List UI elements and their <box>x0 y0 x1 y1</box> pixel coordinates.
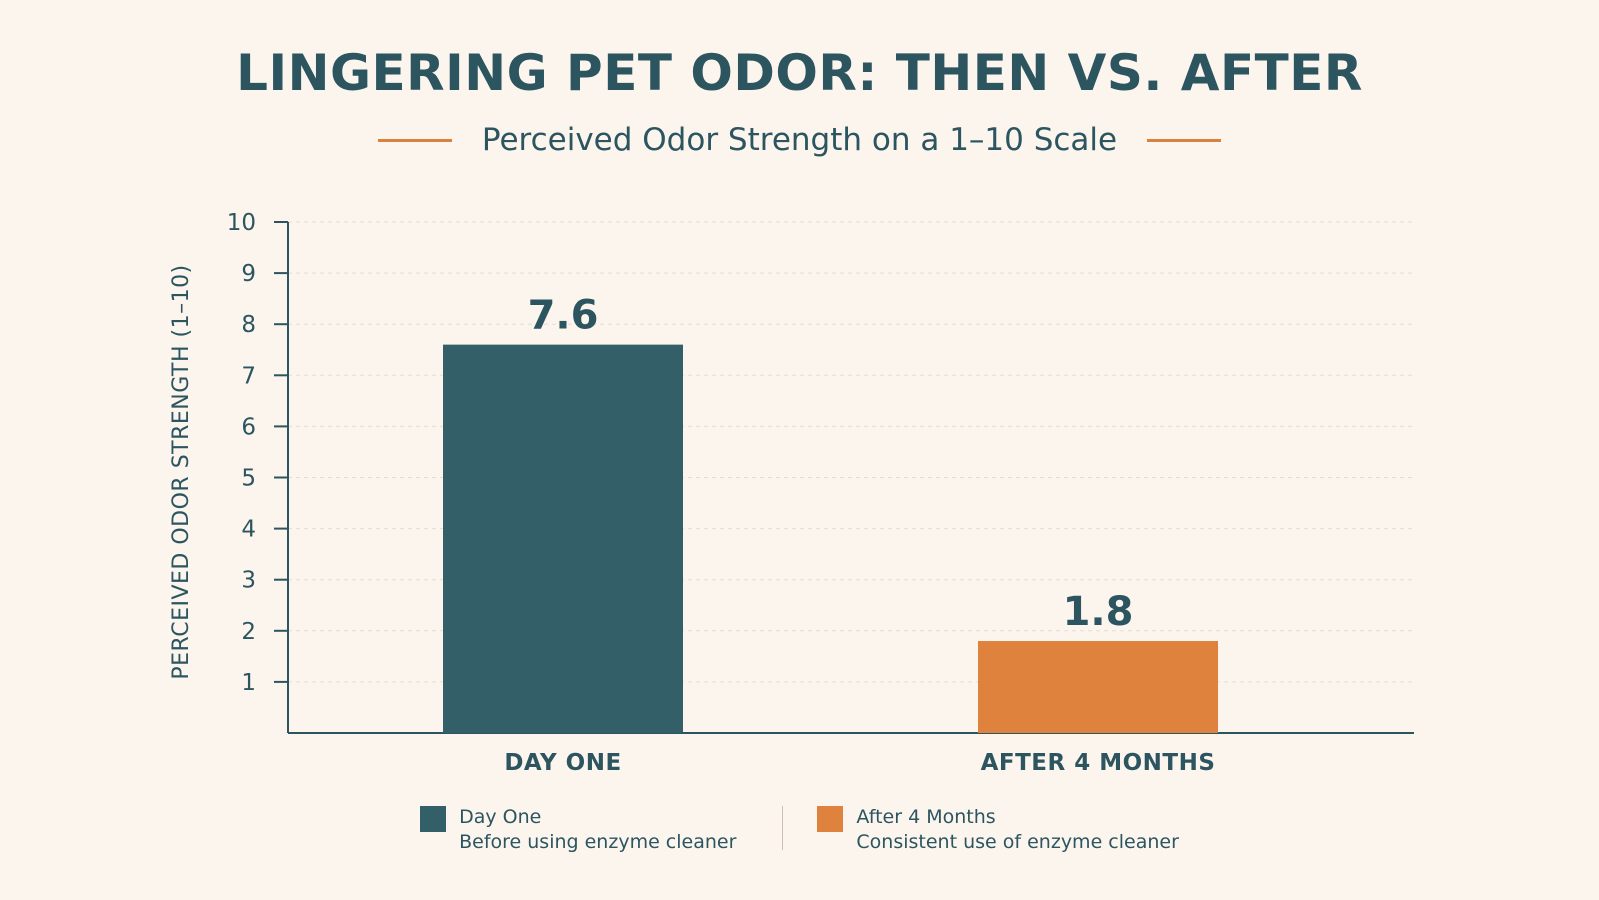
legend-name-day-one: Day One <box>459 806 542 828</box>
subtitle-row: Perceived Odor Strength on a 1–10 Scale <box>0 122 1599 158</box>
y-tick-label-4: 4 <box>241 517 256 543</box>
legend-swatch-day-one <box>420 806 447 832</box>
y-tick-label-5: 5 <box>241 466 256 492</box>
y-tick-label-9: 9 <box>241 261 256 287</box>
y-axis-label: PERCEIVED ODOR STRENGTH (1–10) <box>169 264 194 679</box>
bar-day-one <box>443 344 683 733</box>
legend: Day One Before using enzyme cleaner Afte… <box>0 804 1599 854</box>
legend-swatch-after-4-months <box>817 806 844 832</box>
y-tick-label-6: 6 <box>241 414 256 440</box>
y-tick-label-10: 10 <box>227 210 256 236</box>
bar-after-4-months <box>978 641 1218 733</box>
bars <box>443 344 1218 733</box>
legend-desc-day-one: Before using enzyme cleaner <box>459 831 737 853</box>
x-tick-label-after-4-months: AFTER 4 MONTHS <box>981 750 1216 776</box>
bar-chart: 1 2 3 4 5 6 7 8 9 10 PERCEIVED ODOR STRENGTH (1–10… <box>169 210 1414 776</box>
y-tick-label-3: 3 <box>241 568 256 594</box>
chart-title: LINGERING PET ODOR: THEN VS. AFTER <box>236 44 1363 102</box>
bar-value-label-after-4-months: 1.8 <box>1063 589 1134 635</box>
subtitle-rule-right <box>1147 138 1222 142</box>
legend-name-after-4-months: After 4 Months <box>856 806 996 828</box>
y-tick-label-1: 1 <box>241 670 256 696</box>
legend-item-after-4-months: After 4 Months Consistent use of enzyme … <box>817 804 1179 854</box>
legend-desc-after-4-months: Consistent use of enzyme cleaner <box>856 831 1179 853</box>
x-tick-label-day-one: DAY ONE <box>504 750 621 776</box>
y-tick-label-8: 8 <box>241 312 256 338</box>
legend-divider <box>782 806 784 850</box>
bar-value-label-day-one: 7.6 <box>528 293 599 339</box>
labels: 1 2 3 4 5 6 7 8 9 10 PERCEIVED ODOR STRENGTH (1–10… <box>169 210 1215 776</box>
y-tick-label-7: 7 <box>241 363 256 389</box>
y-tick-label-2: 2 <box>241 619 256 645</box>
chart-subtitle: Perceived Odor Strength on a 1–10 Scale <box>481 122 1118 158</box>
legend-item-day-one: Day One Before using enzyme cleaner <box>420 804 736 854</box>
subtitle-rule-left <box>377 138 452 142</box>
